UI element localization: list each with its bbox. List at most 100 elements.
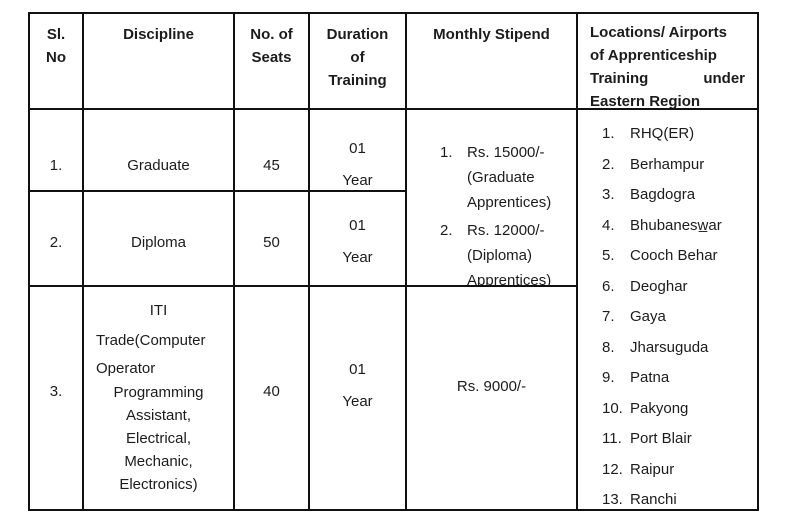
row1-seats-cell: 45 <box>235 110 310 192</box>
row3-discipline-line: ITI <box>149 302 168 319</box>
header-locations-line2: of Apprenticeship <box>590 47 717 64</box>
location-item: 12. Raipur <box>602 455 755 486</box>
stipend-item-number: 1. <box>440 144 453 161</box>
row3-sl-cell: 3. <box>30 287 84 511</box>
location-item-name: Raipur <box>630 460 675 478</box>
location-item-number: 12. <box>602 460 623 478</box>
location-item-name: Ranchi <box>630 491 677 508</box>
location-item-number: 13. <box>602 491 623 508</box>
header-locations-line1: Locations/ Airports <box>590 24 727 41</box>
location-item-number: 11. <box>602 430 622 447</box>
header-sl-no: Sl. No <box>30 14 84 110</box>
location-item-number: 9. <box>602 369 615 386</box>
row1-sl: 1. <box>49 156 63 174</box>
row3-discipline-line: Operator <box>96 360 156 377</box>
header-locations-line3-right: under <box>703 70 745 87</box>
location-item-name: Jharsuguda <box>630 338 709 356</box>
row3-duration-line1: 01 <box>349 361 366 378</box>
row2-sl: 2. <box>49 233 63 251</box>
row3-duration-cell: 01 Year <box>310 287 407 511</box>
location-item-name: Patna <box>630 369 670 386</box>
location-item-number: 5. <box>602 247 615 264</box>
row2-seats-cell: 50 <box>235 192 310 287</box>
stipend-item-line1: Rs. 15000/- <box>467 144 545 161</box>
header-sl-no-line2: No <box>46 49 66 66</box>
stipend-item: 2. Rs. 12000/- (Diploma) Apprentices) <box>440 218 572 287</box>
row2-duration-cell: 01 Year <box>310 192 407 287</box>
header-seats-line2: Seats <box>251 49 292 66</box>
location-item-number: 4. <box>602 216 615 234</box>
location-item: 5. Cooch Behar <box>602 241 755 272</box>
header-discipline-label: Discipline <box>123 26 194 43</box>
row3-discipline-line: Assistant, <box>125 407 192 424</box>
header-sl-no-line1: Sl. <box>46 26 66 43</box>
header-locations-line4: Eastern Region <box>590 93 701 110</box>
row3-duration-line2: Year <box>342 393 373 410</box>
header-duration-line1: Duration <box>326 26 389 43</box>
header-duration-line2: of <box>350 49 365 66</box>
location-item-name: Cooch Behar <box>630 247 718 264</box>
row1-sl-cell: 1. <box>30 110 84 192</box>
location-item-name: Bhubanesw̲ar <box>630 216 722 234</box>
header-locations: Locations/ Airports of Apprenticeship Tr… <box>578 14 759 110</box>
location-item-number: 7. <box>602 308 615 325</box>
stipend-item-line2: (Graduate <box>467 169 535 186</box>
stipend-merged-cell: 1. Rs. 15000/- (Graduate Apprentices) 2.… <box>407 110 578 287</box>
row2-discipline: Diploma <box>130 233 187 251</box>
row3-seats: 40 <box>263 382 280 400</box>
row3-sl: 3. <box>49 382 63 400</box>
location-item-name: Berhampur <box>630 155 705 173</box>
apprenticeship-table: Sl. No Discipline No. of Seats Duration … <box>28 12 759 511</box>
row1-duration-line1: 01 <box>349 140 366 157</box>
location-item-number: 10. <box>602 399 623 417</box>
header-seats-line1: No. of <box>250 26 293 43</box>
stipend-item-line3: Apprentices) <box>467 272 552 287</box>
stipend-item: 1. Rs. 15000/- (Graduate Apprentices) <box>440 140 572 215</box>
row2-seats: 50 <box>263 233 280 251</box>
header-duration: Duration of Training <box>310 14 407 110</box>
stipend-item-line1: Rs. 12000/- <box>467 222 545 239</box>
location-item: 6. Deoghar <box>602 272 755 303</box>
row3-stipend-cell: Rs. 9000/- <box>407 287 578 511</box>
location-item-number: 8. <box>602 338 615 356</box>
location-item: 8. Jharsuguda <box>602 333 755 364</box>
location-item: 10. Pakyong <box>602 394 755 425</box>
row2-duration-line1: 01 <box>349 217 366 234</box>
header-discipline: Discipline <box>84 14 235 110</box>
header-stipend-label: Monthly Stipend <box>433 26 550 43</box>
row1-discipline: Graduate <box>127 156 190 174</box>
location-item-name: RHQ(ER) <box>630 125 695 142</box>
header-duration-line3: Training <box>328 72 387 89</box>
stipend-item-number: 2. <box>440 222 453 239</box>
row2-discipline-cell: Diploma <box>84 192 235 287</box>
row3-stipend: Rs. 9000/- <box>456 377 527 395</box>
header-stipend: Monthly Stipend <box>407 14 578 110</box>
header-seats: No. of Seats <box>235 14 310 110</box>
stipend-item-line2: (Diploma) <box>467 247 533 264</box>
row2-sl-cell: 2. <box>30 192 84 287</box>
location-item: 13. Ranchi <box>602 485 755 509</box>
locations-merged-cell: 1. RHQ(ER) 2. Berhampur 3. Bagdogra 4. Bhuba… <box>578 110 759 511</box>
row1-duration-cell: 01 Year <box>310 110 407 192</box>
location-item: 4. Bhubanesw̲ar <box>602 211 755 242</box>
location-item-name: Deoghar <box>630 277 688 295</box>
header-locations-line3-left: Training <box>590 70 649 87</box>
location-item: 11. Port Blair <box>602 424 755 455</box>
stipend-item-text: Rs. 12000/- (Diploma) Apprentices) <box>467 218 552 287</box>
stipend-item-text: Rs. 15000/- (Graduate Apprentices) <box>467 140 551 215</box>
location-item-name: Pakyong <box>630 399 689 417</box>
location-item-name: Gaya <box>630 308 666 325</box>
location-item: 7. Gaya <box>602 302 755 333</box>
location-item-number: 3. <box>602 186 615 203</box>
location-item: 2. Berhampur <box>602 150 755 181</box>
row2-duration-line2: Year <box>342 249 373 266</box>
row3-discipline-line: Electronics) <box>119 476 198 493</box>
location-item-name: Port Blair <box>630 430 692 447</box>
row1-discipline-cell: Graduate <box>84 110 235 192</box>
row3-seats-cell: 40 <box>235 287 310 511</box>
row1-seats: 45 <box>263 156 280 174</box>
row3-discipline-line: Mechanic, <box>124 453 193 470</box>
location-item-name: Bagdogra <box>630 186 696 203</box>
location-item: 1. RHQ(ER) <box>602 119 755 150</box>
